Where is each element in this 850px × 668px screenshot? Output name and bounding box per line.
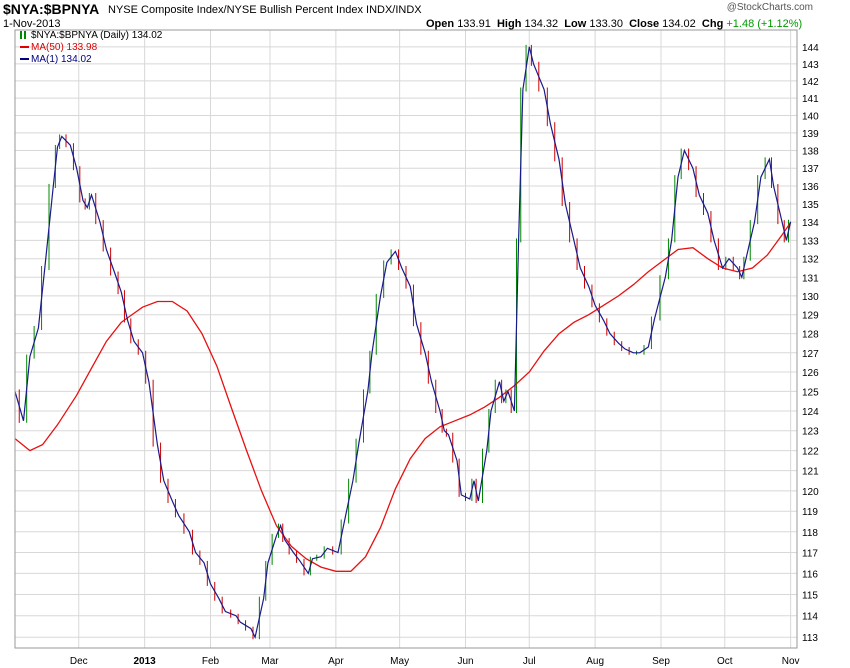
y-tick-label: 141 <box>802 94 819 105</box>
close-label: Close <box>629 18 660 30</box>
x-tick-label: May <box>390 656 409 667</box>
x-tick-label: Apr <box>328 656 344 667</box>
y-tick-label: 125 <box>802 387 819 398</box>
high-label: High <box>496 18 522 30</box>
line-swatch-icon <box>20 55 29 64</box>
grid <box>15 30 797 648</box>
y-tick-label: 136 <box>802 182 819 193</box>
plot-frame <box>14 29 798 649</box>
chart-symbol: $NYA:$BPNYA <box>3 1 100 17</box>
y-tick-label: 120 <box>802 487 819 498</box>
y-tick-label: 132 <box>802 255 819 266</box>
chart-date: 1-Nov-2013 <box>3 18 61 30</box>
y-tick-label: 126 <box>802 368 819 379</box>
y-tick-label: 130 <box>802 292 819 303</box>
x-tick-label: Oct <box>717 656 733 667</box>
y-tick-label: 143 <box>802 60 819 71</box>
y-tick-label: 116 <box>802 569 818 580</box>
x-tick-label: Sep <box>652 656 670 667</box>
low-value: 133.30 <box>589 18 623 30</box>
y-tick-label: 117 <box>802 548 818 559</box>
x-tick-label: Feb <box>202 656 220 667</box>
low-label: Low <box>564 18 587 30</box>
x-axis-labels: Dec 2013 Feb Mar Apr May Jun Jul Aug Sep Oct Nov <box>70 656 800 667</box>
close-value: 134.02 <box>662 18 696 30</box>
x-tick-label: Jun <box>457 656 473 667</box>
y-tick-label: 123 <box>802 427 819 438</box>
legend-label-price: $NYA:$BPNYA (Daily) 134.02 <box>31 30 163 41</box>
change-label: Chg <box>701 18 724 30</box>
price-bars-icon <box>20 31 29 40</box>
y-tick-label: 113 <box>802 633 818 644</box>
y-tick-label: 115 <box>802 590 818 601</box>
y-tick-label: 129 <box>802 311 819 322</box>
price-line <box>14 46 792 640</box>
y-tick-label: 135 <box>802 200 819 211</box>
y-tick-label: 137 <box>802 164 819 175</box>
x-tick-label: Nov <box>782 656 800 667</box>
y-tick-label: 118 <box>802 528 818 539</box>
legend-item-price: $NYA:$BPNYA (Daily) 134.02 <box>20 30 162 42</box>
y-tick-label: 127 <box>802 349 819 360</box>
y-tick-label: 142 <box>802 77 819 88</box>
y-tick-label: 133 <box>802 236 819 247</box>
x-tick-label: Mar <box>261 656 279 667</box>
line-swatch-icon <box>20 43 29 52</box>
x-tick-label: Aug <box>586 656 604 667</box>
y-tick-label: 122 <box>802 447 819 458</box>
y-tick-label: 128 <box>802 330 819 341</box>
chart-legend: $NYA:$BPNYA (Daily) 134.02 MA(50) 133.98… <box>20 30 162 66</box>
y-tick-label: 114 <box>802 612 818 623</box>
y-tick-label: 139 <box>802 129 819 140</box>
x-tick-label: 2013 <box>134 656 157 667</box>
quote-bar: Open 133.91 High 134.32 Low 133.30 Close… <box>426 18 802 30</box>
y-tick-label: 124 <box>802 407 819 418</box>
y-tick-label: 119 <box>802 507 818 518</box>
y-tick-label: 140 <box>802 111 819 122</box>
y-tick-label: 121 <box>802 467 819 478</box>
x-tick-label: Dec <box>70 656 88 667</box>
legend-label-ma1: MA(1) 134.02 <box>31 54 92 65</box>
open-value: 133.91 <box>457 18 491 30</box>
change-value: +1.48 (+1.12%) <box>726 18 803 30</box>
y-tick-label: 144 <box>802 43 819 54</box>
y-tick-label: 134 <box>802 218 819 229</box>
chart-description: NYSE Composite Index/NYSE Bullish Percen… <box>108 4 422 16</box>
y-tick-label: 131 <box>802 273 819 284</box>
legend-item-ma50: MA(50) 133.98 <box>20 42 162 54</box>
legend-item-ma1: MA(1) 134.02 <box>20 54 162 66</box>
high-value: 134.32 <box>524 18 559 30</box>
x-tick-label: Jul <box>523 656 536 667</box>
y-axis-labels: 113 114 115 116 117 118 119 120 121 122 123 124 125 1… <box>802 43 819 644</box>
y-tick-label: 138 <box>802 146 819 157</box>
open-label: Open <box>426 18 455 30</box>
stockcharts-watermark: @StockCharts.com <box>726 2 813 13</box>
legend-label-ma50: MA(50) 133.98 <box>31 42 98 53</box>
ma50-line <box>14 222 792 572</box>
